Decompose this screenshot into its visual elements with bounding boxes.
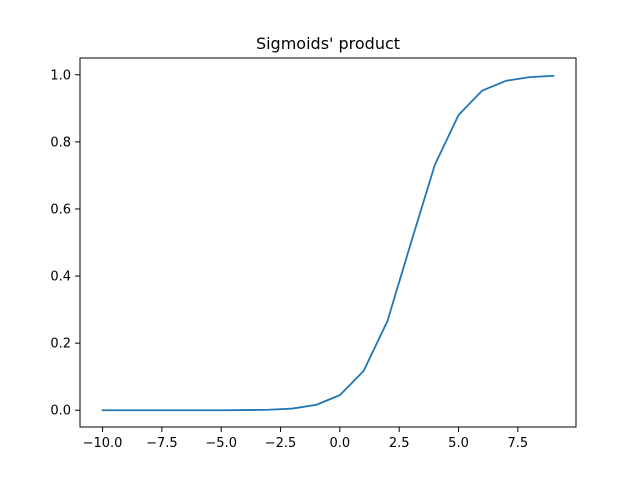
series-layer [101, 74, 555, 412]
axes-frame [79, 57, 577, 428]
x-tick-label: −7.5 [146, 436, 178, 451]
x-tick-label: 2.5 [389, 436, 410, 451]
x-tick-label: 5.0 [448, 436, 469, 451]
x-axis: −10.0 −7.5 −5.0 −2.5 0.0 2.5 5.0 7.5 [83, 427, 529, 451]
y-tick-label: 0.2 [50, 337, 71, 352]
x-tick-label: −10.0 [83, 436, 123, 451]
y-axis: 0.0 0.2 0.4 0.6 0.8 1.0 [50, 68, 80, 419]
y-tick-label: 0.8 [50, 135, 71, 150]
y-tick-label: 1.0 [50, 68, 71, 83]
chart-title: Sigmoids' product [256, 34, 400, 53]
y-tick-label: 0.6 [50, 202, 71, 217]
y-tick-label: 0.4 [50, 270, 71, 285]
x-tick-label: −5.0 [205, 436, 237, 451]
y-tick-label: 0.0 [50, 404, 71, 419]
x-tick-label: −2.5 [265, 436, 297, 451]
x-tick-label: 7.5 [508, 436, 529, 451]
series-line-0 [101, 74, 555, 412]
x-tick-label: 0.0 [330, 436, 351, 451]
